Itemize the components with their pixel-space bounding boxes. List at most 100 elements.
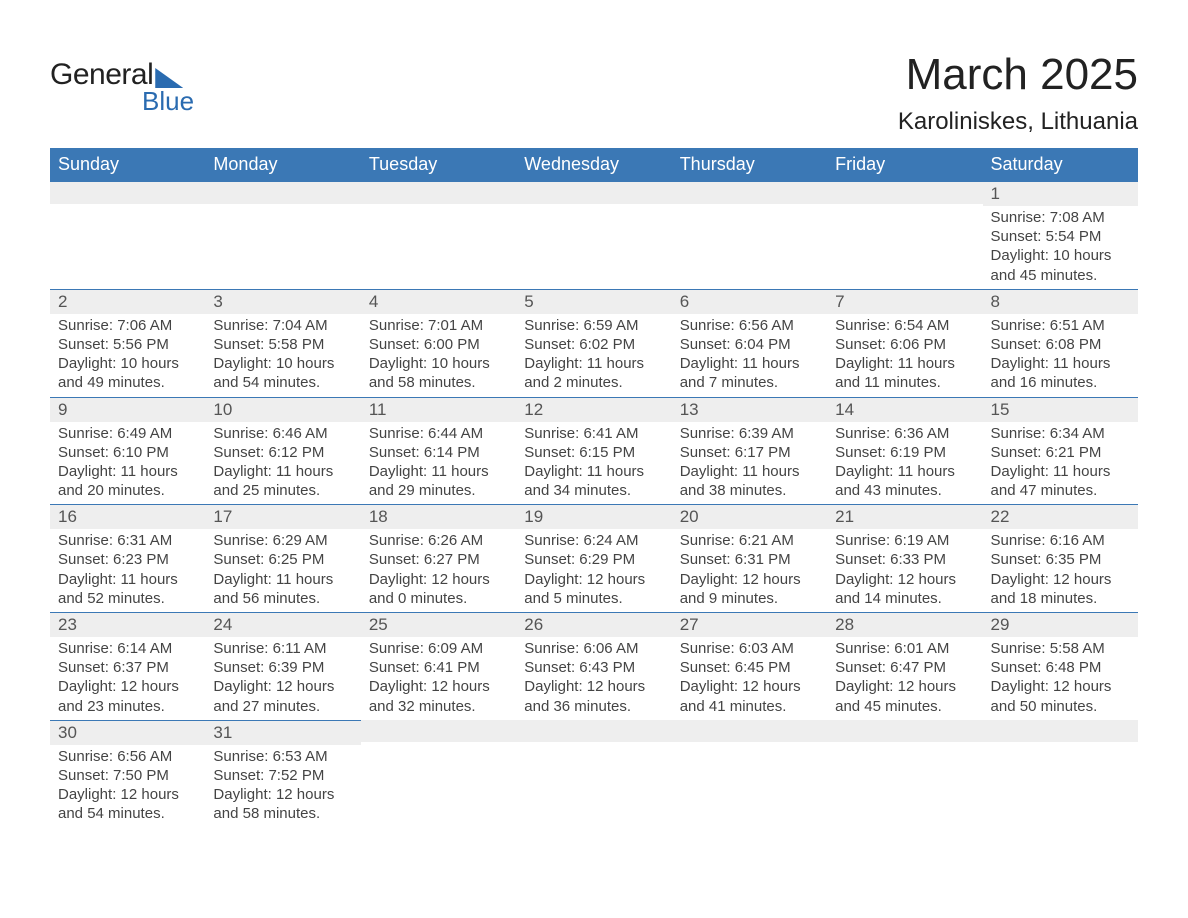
calendar-week: 23Sunrise: 6:14 AMSunset: 6:37 PMDayligh… <box>50 613 1138 721</box>
day-line-ss: Sunset: 6:29 PM <box>524 550 663 569</box>
day-number: 17 <box>205 505 360 529</box>
day-number: 6 <box>672 290 827 314</box>
day-line-sr: Sunrise: 6:34 AM <box>991 424 1130 443</box>
day-line-d1: Daylight: 10 hours <box>991 246 1130 265</box>
day-number: 8 <box>983 290 1138 314</box>
day-line-d2: and 11 minutes. <box>835 373 974 392</box>
day-data: Sunrise: 6:03 AMSunset: 6:45 PMDaylight:… <box>672 637 827 720</box>
calendar-cell: 2Sunrise: 7:06 AMSunset: 5:56 PMDaylight… <box>50 289 205 397</box>
calendar-cell <box>361 720 516 827</box>
day-line-d1: Daylight: 12 hours <box>835 677 974 696</box>
day-data: Sunrise: 6:44 AMSunset: 6:14 PMDaylight:… <box>361 422 516 505</box>
day-line-d2: and 25 minutes. <box>213 481 352 500</box>
day-line-ss: Sunset: 7:52 PM <box>213 766 352 785</box>
day-line-d1: Daylight: 11 hours <box>213 462 352 481</box>
day-data: Sunrise: 6:14 AMSunset: 6:37 PMDaylight:… <box>50 637 205 720</box>
day-number: 23 <box>50 613 205 637</box>
day-number <box>205 182 360 204</box>
day-line-ss: Sunset: 6:21 PM <box>991 443 1130 462</box>
day-number <box>827 720 982 742</box>
day-data: Sunrise: 6:21 AMSunset: 6:31 PMDaylight:… <box>672 529 827 612</box>
day-line-d1: Daylight: 12 hours <box>58 785 197 804</box>
calendar-cell: 24Sunrise: 6:11 AMSunset: 6:39 PMDayligh… <box>205 613 360 721</box>
day-line-d2: and 36 minutes. <box>524 697 663 716</box>
day-number: 27 <box>672 613 827 637</box>
day-line-sr: Sunrise: 6:44 AM <box>369 424 508 443</box>
calendar-cell <box>361 182 516 290</box>
day-line-sr: Sunrise: 6:03 AM <box>680 639 819 658</box>
day-line-sr: Sunrise: 6:31 AM <box>58 531 197 550</box>
day-line-ss: Sunset: 5:58 PM <box>213 335 352 354</box>
day-line-d2: and 47 minutes. <box>991 481 1130 500</box>
day-data: Sunrise: 6:01 AMSunset: 6:47 PMDaylight:… <box>827 637 982 720</box>
logo-text-general: General <box>50 58 153 92</box>
day-line-d1: Daylight: 11 hours <box>524 354 663 373</box>
day-line-ss: Sunset: 6:39 PM <box>213 658 352 677</box>
day-line-sr: Sunrise: 6:26 AM <box>369 531 508 550</box>
day-line-d2: and 27 minutes. <box>213 697 352 716</box>
day-line-ss: Sunset: 6:19 PM <box>835 443 974 462</box>
day-number: 4 <box>361 290 516 314</box>
day-number: 3 <box>205 290 360 314</box>
calendar-cell <box>672 720 827 827</box>
day-line-d1: Daylight: 12 hours <box>991 570 1130 589</box>
day-line-sr: Sunrise: 6:21 AM <box>680 531 819 550</box>
day-line-ss: Sunset: 6:43 PM <box>524 658 663 677</box>
calendar-cell: 22Sunrise: 6:16 AMSunset: 6:35 PMDayligh… <box>983 505 1138 613</box>
day-data: Sunrise: 6:06 AMSunset: 6:43 PMDaylight:… <box>516 637 671 720</box>
day-line-d2: and 43 minutes. <box>835 481 974 500</box>
day-number: 14 <box>827 398 982 422</box>
day-line-d1: Daylight: 11 hours <box>680 354 819 373</box>
day-line-d1: Daylight: 12 hours <box>213 785 352 804</box>
day-line-d1: Daylight: 11 hours <box>58 462 197 481</box>
day-line-d1: Daylight: 10 hours <box>213 354 352 373</box>
calendar-cell: 13Sunrise: 6:39 AMSunset: 6:17 PMDayligh… <box>672 397 827 505</box>
day-line-d2: and 5 minutes. <box>524 589 663 608</box>
calendar-cell: 1Sunrise: 7:08 AMSunset: 5:54 PMDaylight… <box>983 182 1138 290</box>
day-line-d2: and 34 minutes. <box>524 481 663 500</box>
calendar-cell: 12Sunrise: 6:41 AMSunset: 6:15 PMDayligh… <box>516 397 671 505</box>
calendar-cell: 29Sunrise: 5:58 AMSunset: 6:48 PMDayligh… <box>983 613 1138 721</box>
day-number: 7 <box>827 290 982 314</box>
calendar-cell <box>983 720 1138 827</box>
day-data: Sunrise: 6:53 AMSunset: 7:52 PMDaylight:… <box>205 745 360 828</box>
day-line-sr: Sunrise: 6:51 AM <box>991 316 1130 335</box>
day-data: Sunrise: 7:06 AMSunset: 5:56 PMDaylight:… <box>50 314 205 397</box>
day-line-d2: and 38 minutes. <box>680 481 819 500</box>
day-number: 28 <box>827 613 982 637</box>
day-header: Monday <box>205 148 360 182</box>
day-number: 11 <box>361 398 516 422</box>
day-line-ss: Sunset: 6:48 PM <box>991 658 1130 677</box>
day-number <box>672 720 827 742</box>
day-line-d1: Daylight: 12 hours <box>680 677 819 696</box>
day-line-d2: and 32 minutes. <box>369 697 508 716</box>
calendar-cell: 15Sunrise: 6:34 AMSunset: 6:21 PMDayligh… <box>983 397 1138 505</box>
day-line-d2: and 29 minutes. <box>369 481 508 500</box>
day-number: 24 <box>205 613 360 637</box>
calendar-week: 16Sunrise: 6:31 AMSunset: 6:23 PMDayligh… <box>50 505 1138 613</box>
calendar-cell <box>827 720 982 827</box>
day-line-d1: Daylight: 12 hours <box>369 570 508 589</box>
day-line-sr: Sunrise: 6:09 AM <box>369 639 508 658</box>
day-line-ss: Sunset: 6:25 PM <box>213 550 352 569</box>
day-line-sr: Sunrise: 6:59 AM <box>524 316 663 335</box>
day-line-sr: Sunrise: 7:06 AM <box>58 316 197 335</box>
day-line-d2: and 14 minutes. <box>835 589 974 608</box>
logo-text-blue: Blue <box>142 86 194 117</box>
day-line-sr: Sunrise: 7:01 AM <box>369 316 508 335</box>
day-line-d1: Daylight: 11 hours <box>213 570 352 589</box>
day-number: 19 <box>516 505 671 529</box>
calendar-cell: 9Sunrise: 6:49 AMSunset: 6:10 PMDaylight… <box>50 397 205 505</box>
day-line-sr: Sunrise: 6:16 AM <box>991 531 1130 550</box>
day-line-d1: Daylight: 12 hours <box>369 677 508 696</box>
day-header: Sunday <box>50 148 205 182</box>
month-title: March 2025 <box>898 50 1138 100</box>
day-line-d2: and 45 minutes. <box>835 697 974 716</box>
calendar-body: 1Sunrise: 7:08 AMSunset: 5:54 PMDaylight… <box>50 182 1138 828</box>
day-line-ss: Sunset: 6:27 PM <box>369 550 508 569</box>
day-line-ss: Sunset: 6:14 PM <box>369 443 508 462</box>
day-line-ss: Sunset: 6:06 PM <box>835 335 974 354</box>
day-line-d1: Daylight: 10 hours <box>369 354 508 373</box>
calendar-cell: 18Sunrise: 6:26 AMSunset: 6:27 PMDayligh… <box>361 505 516 613</box>
day-number: 16 <box>50 505 205 529</box>
